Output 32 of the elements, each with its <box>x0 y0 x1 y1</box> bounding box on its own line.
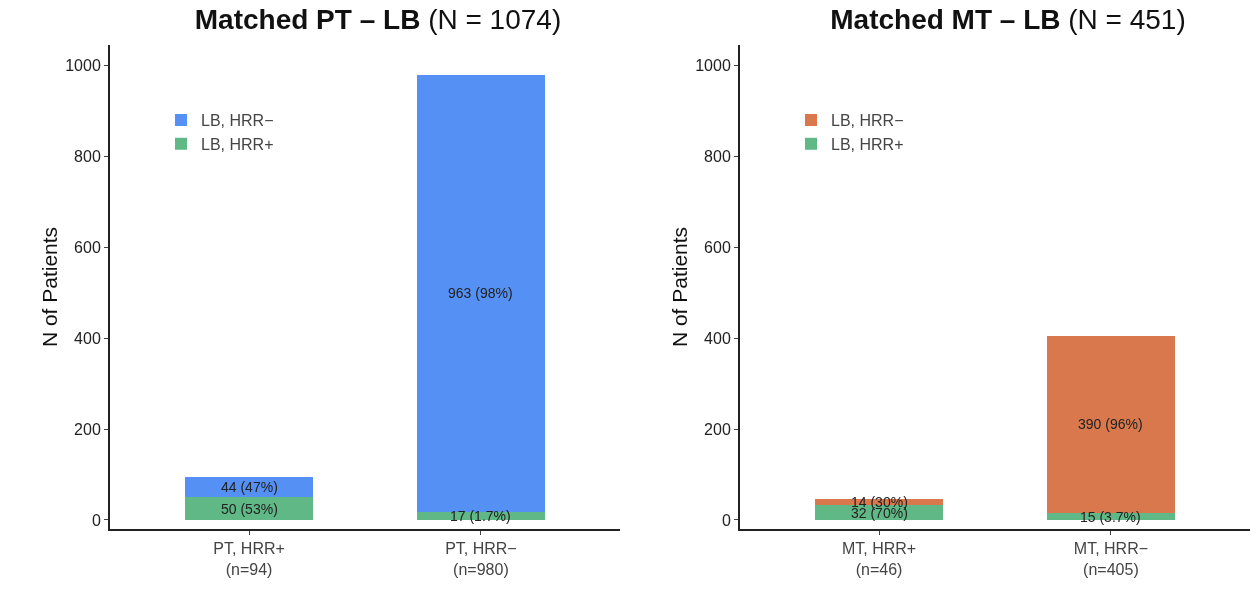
legend-label: LB, HRR+ <box>201 136 274 154</box>
y-axis-title: N of Patients <box>38 226 61 348</box>
y-tick-label: 1000 <box>65 57 101 75</box>
y-tick-label: 200 <box>74 420 101 438</box>
legend-label: LB, HRR− <box>831 112 904 130</box>
chart-title: Matched PT – LB <box>194 3 421 35</box>
y-tick-label: 0 <box>721 511 731 529</box>
y-tick-label: 0 <box>91 511 101 529</box>
y-tick-label: 600 <box>74 238 101 256</box>
chart-title: Matched MT – LB <box>830 3 1061 35</box>
y-tick-label: 800 <box>704 147 731 165</box>
data-label: 17 (1.7%) <box>450 508 511 524</box>
y-tick-label: 1000 <box>695 57 731 75</box>
data-label: 963 (98%) <box>448 285 513 301</box>
data-label: 50 (53%) <box>221 501 278 517</box>
data-label: 390 (96%) <box>1078 416 1143 432</box>
chart-subtitle: (N = 1074) <box>428 3 562 35</box>
y-tick-label: 800 <box>74 147 101 165</box>
legend-label: LB, HRR− <box>201 112 274 130</box>
x-tick-label: PT, HRR+ (n=94) <box>213 540 285 578</box>
x-tick-label: MT, HRR− (n=405) <box>1073 540 1149 578</box>
x-tick-label: PT, HRR− (n=980) <box>445 540 517 578</box>
y-axis-title: N of Patients <box>668 226 691 348</box>
y-tick-label: 200 <box>704 420 731 438</box>
chart-subtitle: (N = 451) <box>1068 3 1186 35</box>
data-label: 44 (47%) <box>221 479 278 495</box>
y-tick-label: 400 <box>704 329 731 347</box>
y-tick-label: 400 <box>74 329 101 347</box>
legend-label: LB, HRR+ <box>831 136 904 154</box>
bar <box>185 497 313 520</box>
x-tick-label: MT, HRR+ (n=46) <box>841 540 917 578</box>
y-tick-label: 600 <box>704 238 731 256</box>
